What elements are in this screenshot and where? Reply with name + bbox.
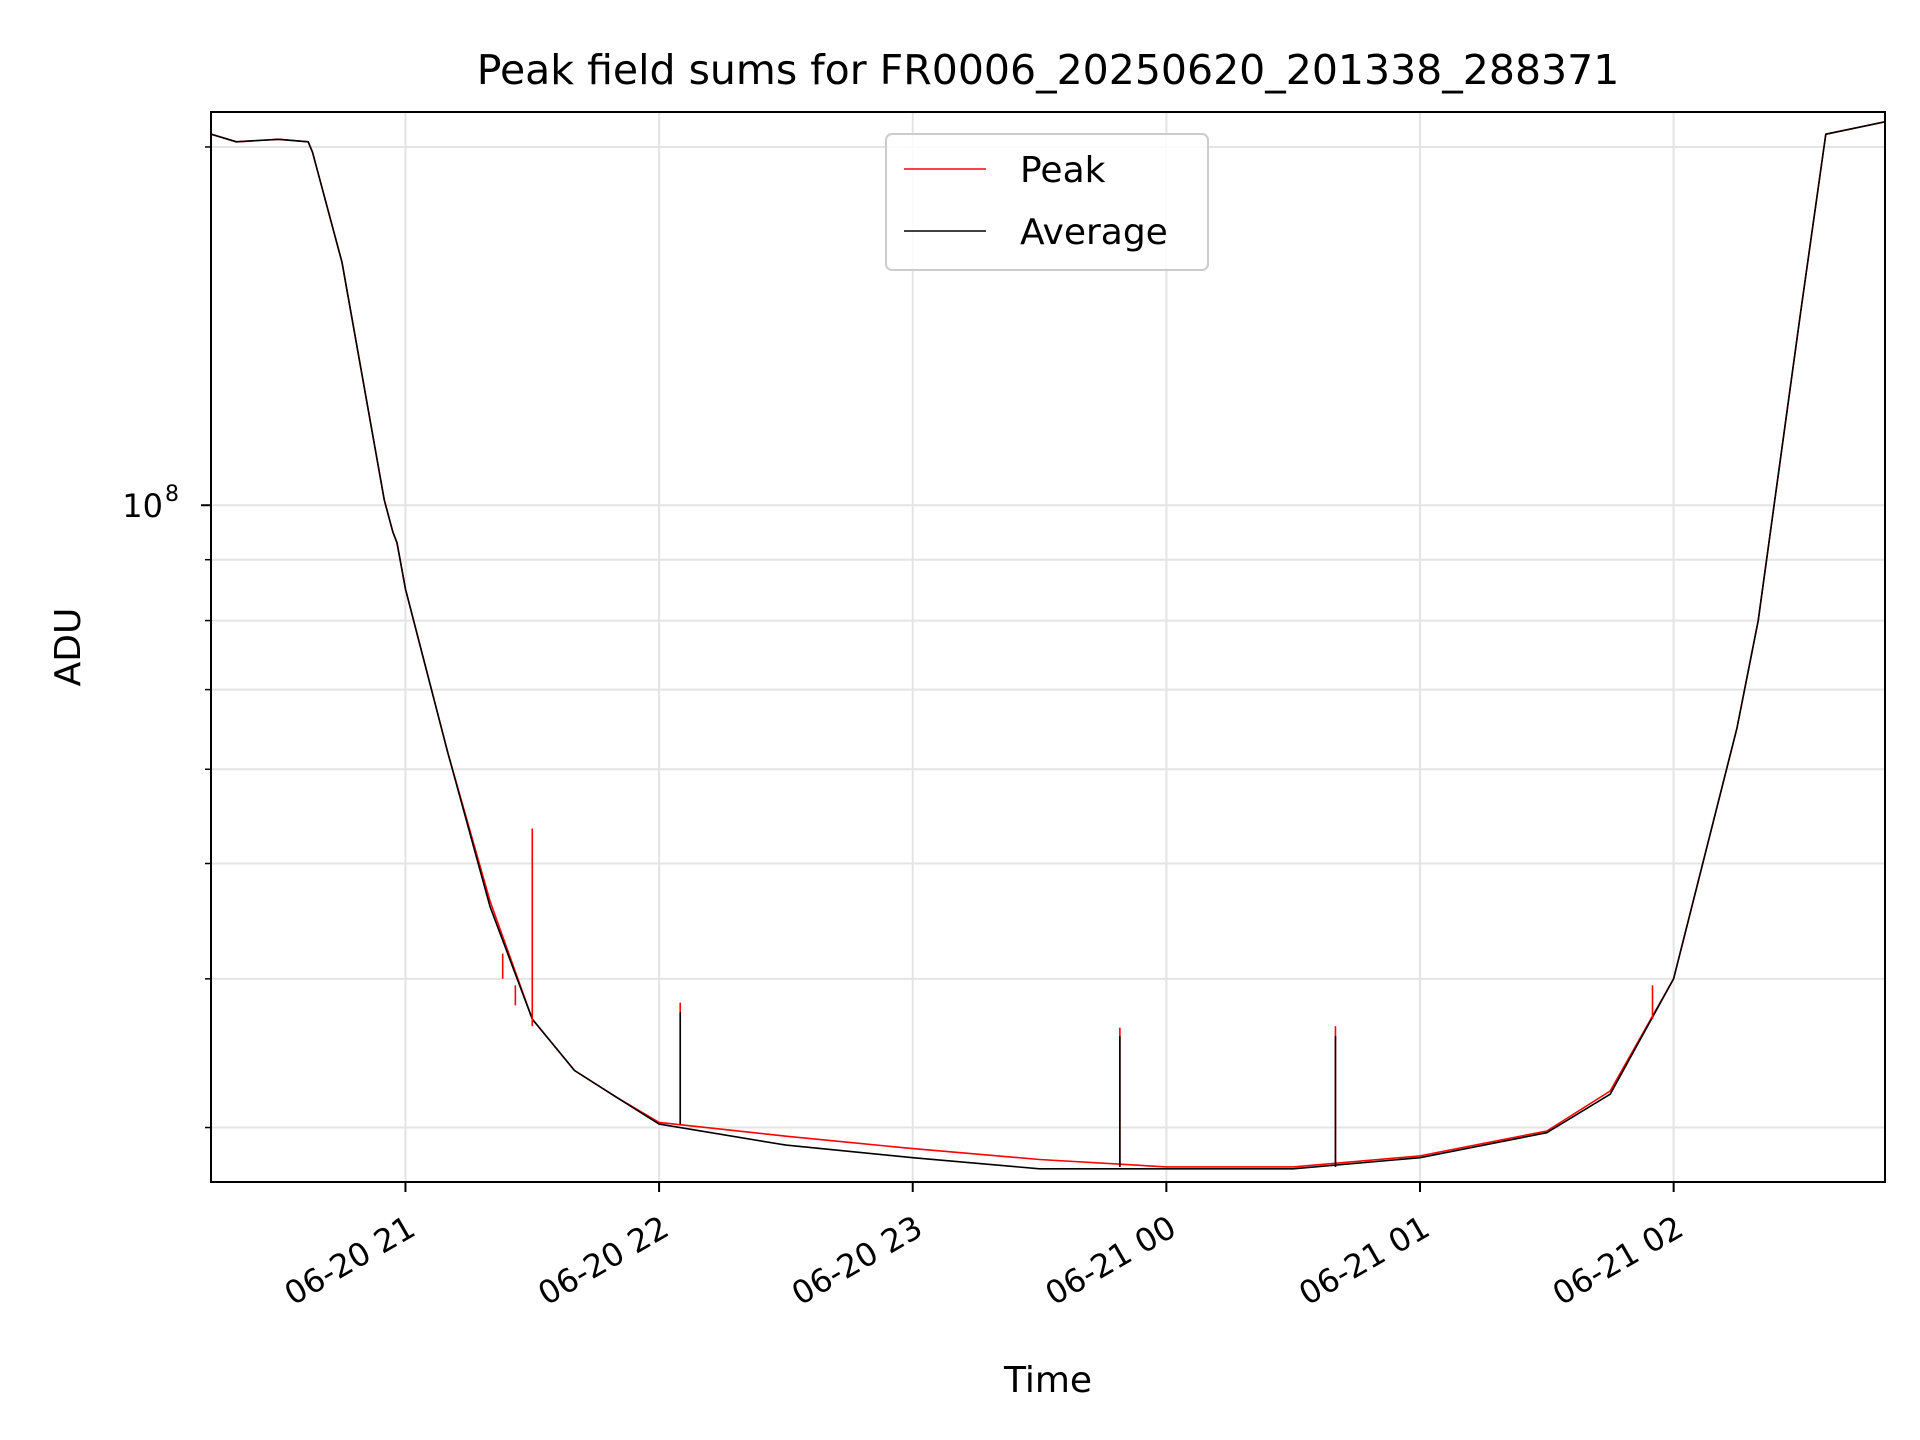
series-line-peak (211, 121, 1885, 1168)
y-axis-label: ADU (48, 608, 89, 687)
grid-lines (211, 112, 1885, 1182)
series-layer (211, 121, 1885, 1170)
x-axis: 06-20 21 06-20 22 06-20 23 06-21 00 06-21 01… (278, 1182, 1690, 1313)
x-axis-label: Time (1003, 1360, 1092, 1401)
legend-box (885, 133, 1209, 271)
x-tick-label: 06-20 22 (531, 1208, 675, 1313)
y-tick-exponent: 8 (165, 482, 179, 507)
legend: Peak Average (885, 133, 1209, 271)
x-tick-label: 06-20 23 (785, 1208, 929, 1313)
legend-entry-peak: Peak (1020, 150, 1106, 191)
x-tick-label: 06-21 02 (1546, 1208, 1690, 1313)
plot-frame (210, 111, 1886, 1183)
x-tick-label: 06-20 21 (278, 1208, 422, 1313)
x-tick-label: 06-21 01 (1292, 1208, 1436, 1313)
x-tick-label: 06-21 00 (1039, 1208, 1183, 1313)
legend-entry-average: Average (1020, 212, 1168, 253)
y-tick-base: 10 (122, 487, 163, 525)
y-tick-label: 10 8 (122, 482, 179, 525)
chart-title: Peak field sums for FR0006_20250620_2013… (477, 46, 1620, 94)
y-axis: 10 8 (122, 146, 211, 1129)
series-line-average (211, 121, 1885, 1170)
